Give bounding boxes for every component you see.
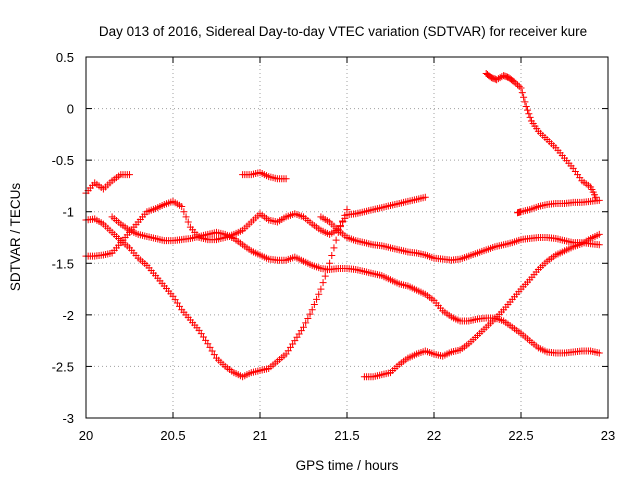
- y-tick-label: -3: [62, 411, 74, 426]
- series-arc-4: [82, 193, 429, 260]
- x-tick-labels: 20 20.5 21 21.5 22 22.5 23: [79, 428, 615, 443]
- data-point-marker: [308, 306, 316, 314]
- data-point-marker: [182, 213, 190, 221]
- data-point-marker: [332, 236, 340, 244]
- data-point-marker: [304, 314, 312, 322]
- data-point-marker: [210, 351, 218, 359]
- data-points: [82, 70, 603, 381]
- data-point-marker: [510, 78, 518, 86]
- data-point-marker: [512, 79, 520, 87]
- data-point-marker: [317, 285, 325, 293]
- data-point-marker: [315, 290, 323, 298]
- series-arc-8: [482, 70, 600, 201]
- data-point-marker: [521, 98, 529, 106]
- data-point-marker: [306, 310, 314, 318]
- data-point-marker: [184, 218, 192, 226]
- data-point-marker: [313, 295, 321, 303]
- data-point-marker: [339, 218, 347, 226]
- x-tick-label: 20.5: [160, 428, 185, 443]
- y-tick-label: -2.5: [52, 359, 74, 374]
- data-point-marker: [515, 82, 523, 90]
- data-point-marker: [341, 214, 349, 222]
- x-axis-label: GPS time / hours: [296, 458, 399, 473]
- series-arc-7: [360, 230, 603, 381]
- data-point-marker: [208, 347, 216, 355]
- series-arc-5: [108, 213, 603, 357]
- data-point-marker: [524, 106, 532, 114]
- x-tick-label: 21: [253, 428, 267, 443]
- y-tick-labels: 0.5 0 -0.5 -1 -1.5 -2 -2.5 -3: [52, 50, 74, 426]
- data-point-marker: [595, 349, 603, 357]
- x-tick-label: 23: [601, 428, 615, 443]
- data-point-marker: [525, 110, 533, 118]
- data-point-marker: [520, 93, 528, 101]
- data-point-marker: [300, 323, 307, 331]
- data-point-marker: [518, 89, 526, 97]
- y-tick-label: -1.5: [52, 256, 74, 271]
- data-point-marker: [595, 230, 603, 238]
- data-point-marker: [180, 208, 188, 216]
- data-point-marker: [517, 84, 525, 92]
- series-arc-1: [82, 171, 133, 197]
- data-point-marker: [522, 103, 530, 111]
- data-point-marker: [319, 279, 327, 287]
- x-tick-label: 22.5: [508, 428, 533, 443]
- data-point-marker: [282, 175, 290, 183]
- plot-frame: [85, 56, 609, 419]
- data-point-marker: [491, 75, 499, 83]
- data-point-marker: [330, 244, 338, 252]
- y-tick-label: -0.5: [52, 153, 74, 168]
- data-point-marker: [302, 319, 310, 327]
- data-point-marker: [206, 343, 214, 351]
- data-point-marker: [126, 171, 133, 179]
- data-point-marker: [595, 196, 603, 204]
- data-point-marker: [336, 222, 344, 230]
- y-tick-label: -1: [62, 205, 74, 220]
- data-point-marker: [592, 193, 600, 201]
- series-arc-9: [514, 196, 603, 217]
- chart-title: Day 013 of 2016, Sidereal Day-to-day VTE…: [99, 24, 587, 39]
- data-point-marker: [421, 193, 429, 201]
- data-point-marker: [328, 252, 336, 260]
- x-tick-label: 22: [427, 428, 441, 443]
- data-point-marker: [321, 272, 329, 280]
- data-point-marker: [595, 241, 603, 249]
- y-tick-label: 0.5: [56, 50, 74, 65]
- data-point-marker: [526, 113, 534, 121]
- data-point-marker: [514, 81, 522, 89]
- data-point-marker: [326, 259, 334, 267]
- x-tick-label: 21.5: [334, 428, 359, 443]
- data-point-marker: [178, 203, 186, 211]
- series-arc-2: [239, 169, 290, 183]
- y-tick-label: -2: [62, 308, 74, 323]
- data-point-marker: [204, 340, 212, 348]
- x-tick-label: 20: [79, 428, 93, 443]
- y-tick-label: 0: [67, 102, 74, 117]
- data-point-marker: [310, 301, 318, 309]
- y-axis-label: SDTVAR / TECUs: [8, 183, 23, 292]
